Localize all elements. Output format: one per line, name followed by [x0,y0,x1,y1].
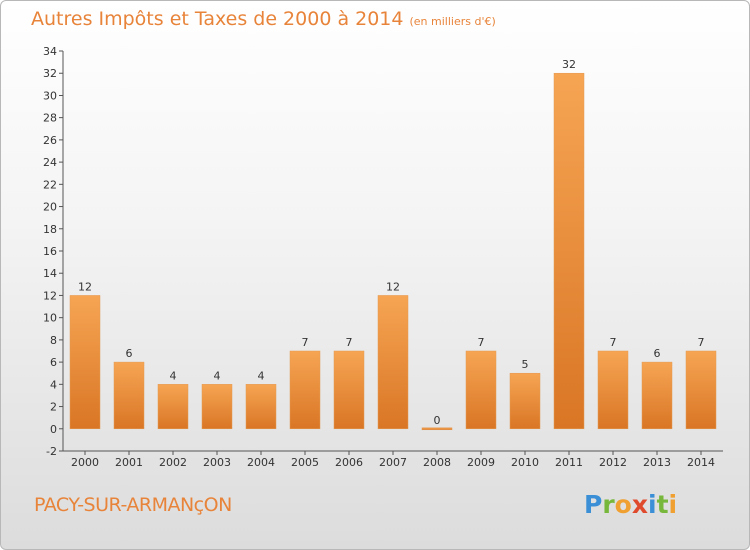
y-tick-label: 34 [43,45,57,58]
data-label-2008: 0 [434,414,441,427]
y-tick-label: 12 [43,289,57,302]
x-tick-label-2007: 2007 [379,456,407,469]
title-unit: (en milliers d'€) [409,15,496,28]
data-label-2010: 5 [522,358,529,371]
y-tick-label: 4 [50,378,57,391]
bar-2014 [685,350,717,430]
bar-2008 [421,427,453,431]
y-tick-label: -2 [46,445,57,458]
y-tick-label: 10 [43,312,57,325]
data-label-2013: 6 [654,347,661,360]
y-tick-label: 28 [43,112,57,125]
data-label-2004: 4 [258,369,265,382]
x-tick-label-2013: 2013 [643,456,671,469]
bar-2000 [69,295,101,430]
x-tick-label-2001: 2001 [115,456,143,469]
y-tick-label: 24 [43,156,57,169]
x-tick-label-2006: 2006 [335,456,363,469]
x-tick-label-2004: 2004 [247,456,275,469]
x-tick-label-2003: 2003 [203,456,231,469]
y-tick-label: 30 [43,89,57,102]
x-tick-label-2014: 2014 [687,456,715,469]
bar-2009 [465,350,497,430]
bar-2004 [245,384,277,430]
bar-2007 [377,295,409,430]
x-tick-label-2000: 2000 [71,456,99,469]
y-tick-label: 18 [43,223,57,236]
data-label-2005: 7 [302,336,309,349]
data-label-2009: 7 [478,336,485,349]
y-tick-label: 16 [43,245,57,258]
bar-2013 [641,361,673,430]
bar-2006 [333,350,365,430]
bar-2003 [201,384,233,430]
x-tick-label-2005: 2005 [291,456,319,469]
bar-2001 [113,361,145,430]
x-tick-label-2009: 2009 [467,456,495,469]
bar-2012 [597,350,629,430]
bar-2002 [157,384,189,430]
y-tick-label: 14 [43,267,57,280]
chart-title: Autres Impôts et Taxes de 2000 à 2014 (en… [31,8,496,30]
x-tick-label-2010: 2010 [511,456,539,469]
bar-2005 [289,350,321,430]
data-label-2002: 4 [170,369,177,382]
y-tick-label: 0 [50,423,57,436]
title-text: Autres Impôts et Taxes de 2000 à 2014 [31,8,404,30]
bar-2010 [509,372,541,430]
data-label-2000: 12 [78,280,92,293]
bar-2011 [553,72,585,430]
x-tick-label-2011: 2011 [555,456,583,469]
commune-name: PACY-SUR-ARMANçON [34,494,232,516]
data-label-2006: 7 [346,336,353,349]
x-tick-label-2012: 2012 [599,456,627,469]
x-tick-label-2008: 2008 [423,456,451,469]
data-label-2011: 32 [562,58,576,71]
data-label-2007: 12 [386,280,400,293]
x-tick-label-2002: 2002 [159,456,187,469]
data-label-2003: 4 [214,369,221,382]
data-label-2012: 7 [610,336,617,349]
y-tick-label: 22 [43,178,57,191]
y-tick-label: 8 [50,334,57,347]
y-tick-label: 20 [43,201,57,214]
y-tick-label: 26 [43,134,57,147]
data-label-2014: 7 [698,336,705,349]
y-tick-label: 2 [50,401,57,414]
y-tick-label: 32 [43,67,57,80]
data-label-2001: 6 [126,347,133,360]
proxiti-logo[interactable]: Proxiti [584,490,678,519]
y-tick-label: 6 [50,356,57,369]
